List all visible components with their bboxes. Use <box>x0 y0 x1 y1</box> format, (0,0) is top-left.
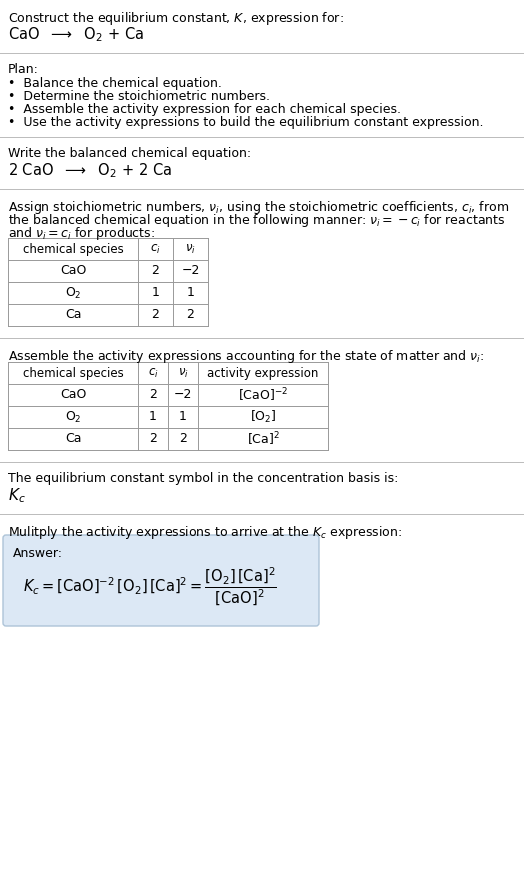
Text: −2: −2 <box>181 264 200 278</box>
Text: $[\mathrm{Ca}]^2$: $[\mathrm{Ca}]^2$ <box>247 430 279 447</box>
Text: chemical species: chemical species <box>23 366 123 380</box>
Text: 1: 1 <box>149 411 157 423</box>
Text: Construct the equilibrium constant, $K$, expression for:: Construct the equilibrium constant, $K$,… <box>8 10 344 27</box>
Text: $[\mathrm{CaO}]^{-2}$: $[\mathrm{CaO}]^{-2}$ <box>238 387 288 404</box>
Text: 2: 2 <box>151 264 159 278</box>
Text: •  Balance the chemical equation.: • Balance the chemical equation. <box>8 77 222 90</box>
Text: $[\mathrm{O_2}]$: $[\mathrm{O_2}]$ <box>250 409 276 425</box>
Text: •  Determine the stoichiometric numbers.: • Determine the stoichiometric numbers. <box>8 90 270 103</box>
Text: CaO: CaO <box>60 264 86 278</box>
Text: Assemble the activity expressions accounting for the state of matter and $\nu_i$: Assemble the activity expressions accoun… <box>8 348 484 365</box>
Text: $K_c$: $K_c$ <box>8 486 26 505</box>
Text: O$_2$: O$_2$ <box>65 410 81 424</box>
Text: Write the balanced chemical equation:: Write the balanced chemical equation: <box>8 147 251 160</box>
Text: $c_i$: $c_i$ <box>150 243 161 255</box>
Text: 1: 1 <box>187 287 194 299</box>
Text: Plan:: Plan: <box>8 63 39 76</box>
Text: −2: −2 <box>174 388 192 402</box>
Text: 2: 2 <box>149 432 157 446</box>
Text: 2: 2 <box>179 432 187 446</box>
Text: Ca: Ca <box>65 432 81 446</box>
Text: O$_2$: O$_2$ <box>65 286 81 301</box>
Text: CaO: CaO <box>60 388 86 402</box>
Text: 2: 2 <box>187 308 194 321</box>
Text: $c_i$: $c_i$ <box>148 366 158 380</box>
Text: chemical species: chemical species <box>23 243 123 255</box>
Text: the balanced chemical equation in the following manner: $\nu_i = -c_i$ for react: the balanced chemical equation in the fo… <box>8 212 506 229</box>
Text: The equilibrium constant symbol in the concentration basis is:: The equilibrium constant symbol in the c… <box>8 472 398 485</box>
Text: Answer:: Answer: <box>13 547 63 560</box>
Text: 2: 2 <box>149 388 157 402</box>
Text: 1: 1 <box>151 287 159 299</box>
FancyBboxPatch shape <box>3 535 319 626</box>
Text: activity expression: activity expression <box>208 366 319 380</box>
Text: •  Use the activity expressions to build the equilibrium constant expression.: • Use the activity expressions to build … <box>8 116 484 129</box>
Text: $\nu_i$: $\nu_i$ <box>178 366 189 380</box>
Text: •  Assemble the activity expression for each chemical species.: • Assemble the activity expression for e… <box>8 103 401 116</box>
Text: Ca: Ca <box>65 308 81 321</box>
Text: 2 CaO  $\longrightarrow$  O$_2$ + 2 Ca: 2 CaO $\longrightarrow$ O$_2$ + 2 Ca <box>8 161 172 179</box>
Text: $\nu_i$: $\nu_i$ <box>185 243 196 255</box>
Text: 2: 2 <box>151 308 159 321</box>
Text: Assign stoichiometric numbers, $\nu_i$, using the stoichiometric coefficients, $: Assign stoichiometric numbers, $\nu_i$, … <box>8 199 509 216</box>
Text: 1: 1 <box>179 411 187 423</box>
Text: and $\nu_i = c_i$ for products:: and $\nu_i = c_i$ for products: <box>8 225 155 242</box>
Text: CaO  $\longrightarrow$  O$_2$ + Ca: CaO $\longrightarrow$ O$_2$ + Ca <box>8 25 144 44</box>
Text: Mulitply the activity expressions to arrive at the $K_c$ expression:: Mulitply the activity expressions to arr… <box>8 524 402 541</box>
Text: $K_c = [\mathrm{CaO}]^{-2}\,[\mathrm{O_2}]\,[\mathrm{Ca}]^2 = \dfrac{[\mathrm{O_: $K_c = [\mathrm{CaO}]^{-2}\,[\mathrm{O_2… <box>23 566 277 608</box>
